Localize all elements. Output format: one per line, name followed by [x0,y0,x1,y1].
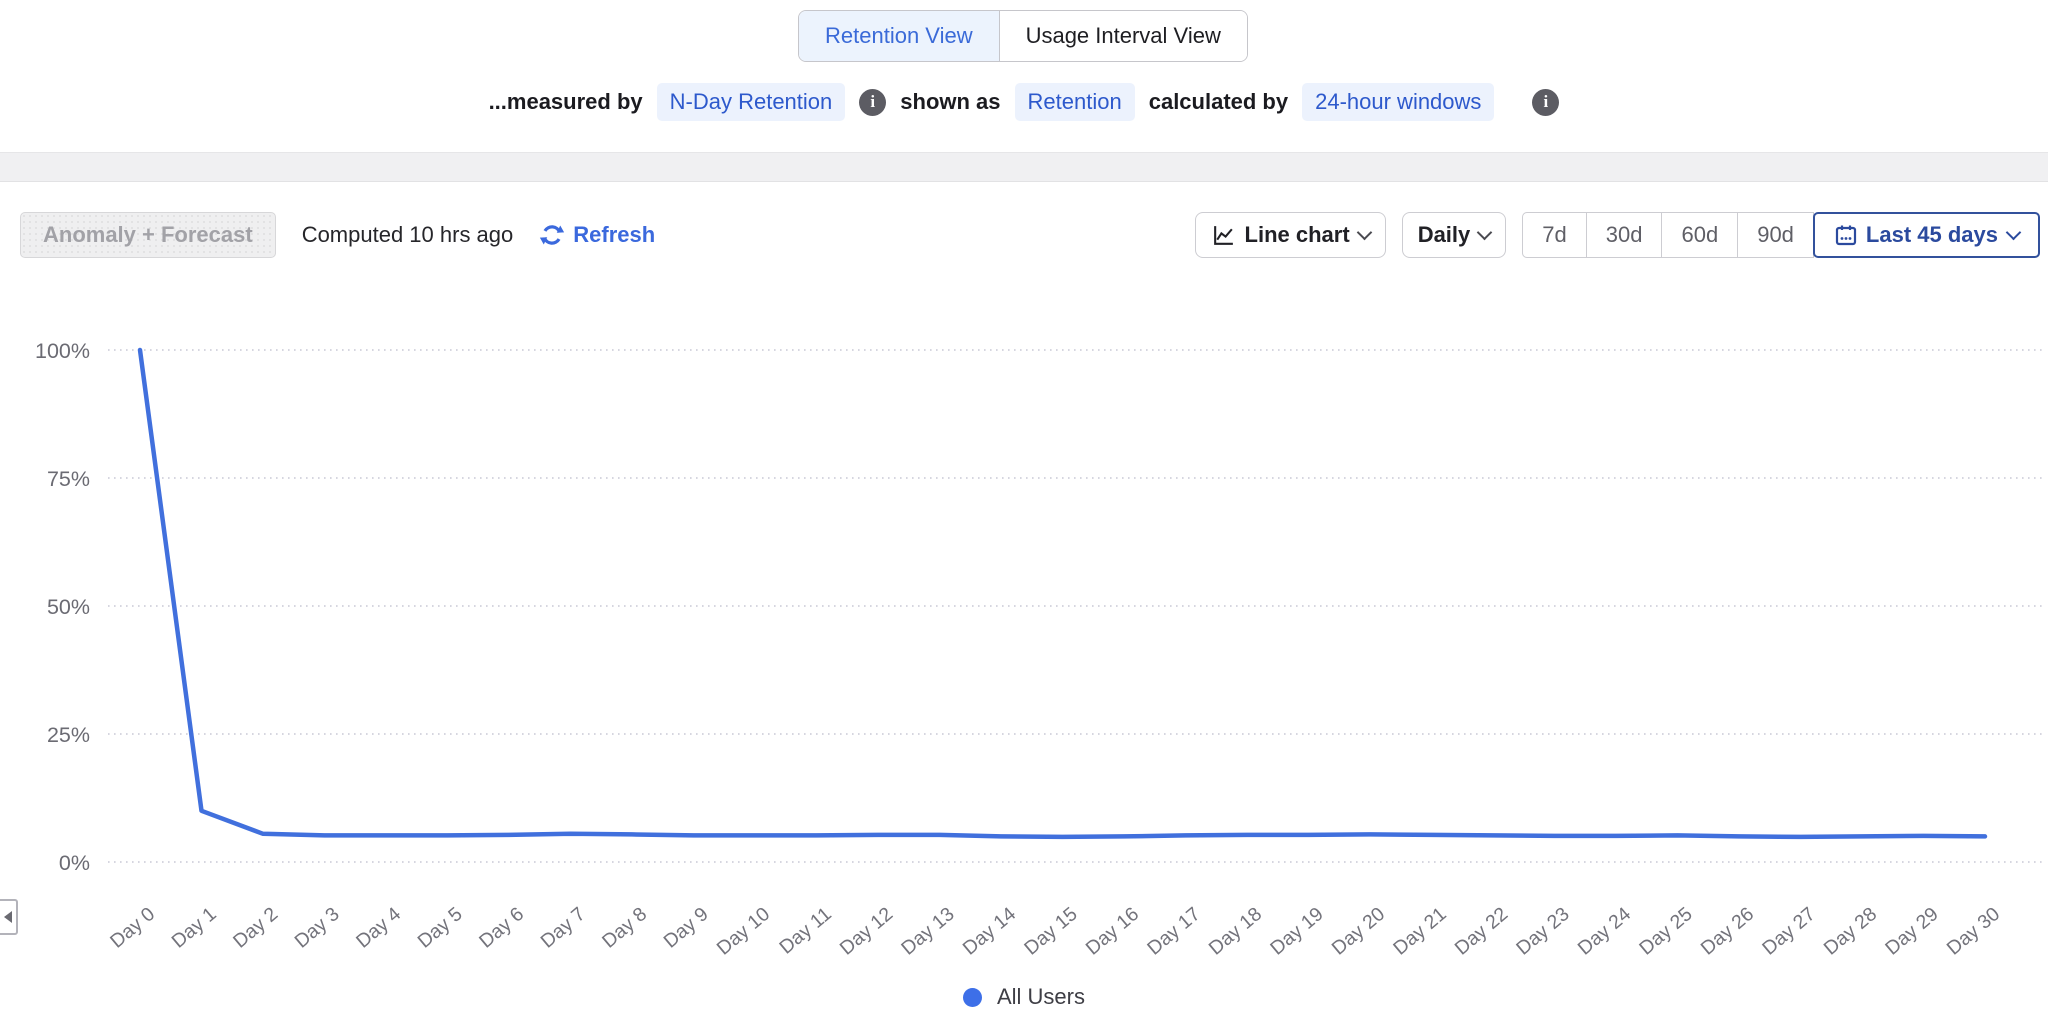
legend-series-label[interactable]: All Users [996,984,1085,1009]
date-range-label: Last 45 days [1865,222,1998,247]
x-axis-tick-label: Day 23 [1512,903,1573,960]
refresh-icon [540,225,565,245]
chevron-down-icon [2005,224,2022,240]
chevron-down-icon [1477,224,1493,240]
range-preset-60d[interactable]: 60d [1662,212,1739,258]
x-axis-tick-label: Day 15 [1020,903,1082,960]
refresh-button[interactable]: Refresh [539,222,655,248]
computed-status-text: Computed 10 hrs ago [301,222,514,247]
y-axis-tick-label: 50% [47,595,90,619]
x-axis-tick-label: Day 6 [475,903,528,953]
granularity-label: Daily [1417,222,1471,247]
x-axis-tick-label: Day 27 [1758,903,1819,960]
x-axis-tick-label: Day 30 [1943,903,2005,960]
granularity-dropdown[interactable]: Daily [1401,212,1507,258]
anomaly-forecast-button[interactable]: Anomaly + Forecast [20,212,276,258]
calendar-icon [1835,225,1857,246]
x-axis-tick-label: Day 19 [1266,903,1327,960]
y-axis-tick-label: 25% [47,723,90,747]
arrow-left-icon [4,911,12,923]
x-axis-tick-label: Day 24 [1574,903,1636,960]
metric-definition-row: ...measured by N-Day Retention i shown a… [0,80,2048,124]
x-axis-tick-label: Day 12 [836,903,897,960]
y-axis-tick-label: 75% [47,467,90,491]
y-axis-tick-label: 0% [59,851,90,875]
x-axis-tick-label: Day 25 [1635,903,1697,960]
panel-collapse-button[interactable] [0,899,18,935]
x-axis-tick-label: Day 21 [1389,903,1450,960]
x-axis-tick-label: Day 3 [291,903,344,953]
line-chart-icon [1213,225,1233,245]
chart-toolbar: Anomaly + Forecast Computed 10 hrs ago R… [20,212,2040,258]
x-axis-tick-label: Day 5 [414,903,467,953]
tab-usage-interval-view[interactable]: Usage Interval View [998,11,1247,61]
x-axis-tick-label: Day 16 [1082,903,1143,960]
date-range-picker-button[interactable]: Last 45 days [1812,212,2040,258]
x-axis-tick-label: Day 1 [168,903,221,953]
calculated-by-value-badge[interactable]: 24-hour windows [1302,83,1495,121]
x-axis-tick-label: Day 14 [959,903,1021,960]
x-axis-tick-label: Day 8 [598,903,651,953]
shown-as-value-badge[interactable]: Retention [1014,83,1135,121]
x-axis-tick-label: Day 9 [660,903,713,953]
x-axis-tick-label: Day 4 [352,903,405,953]
tab-retention-view[interactable]: Retention View [799,11,999,61]
chevron-down-icon [1356,224,1372,240]
x-axis-tick-label: Day 17 [1143,903,1204,960]
range-preset-30d[interactable]: 30d [1586,212,1663,258]
calculated-by-label: calculated by [1148,89,1289,114]
x-axis-tick-label: Day 20 [1328,903,1390,960]
x-axis-tick-label: Day 26 [1697,903,1758,960]
legend-dot[interactable] [962,987,982,1007]
retention-chart: 0% 25% 50% 75% 100% Day 0 Day 1 Day 2 Day 3 Day 4… [0,320,2048,980]
view-mode-toggle: Retention View Usage Interval View [798,10,1248,62]
y-axis-tick-label: 100% [35,339,90,363]
date-range-preset-group: 7d 30d 60d 90d Last 45 days [1522,212,2040,258]
x-axis-tick-label: Day 18 [1205,903,1266,960]
x-axis-tick-label: Day 10 [713,903,775,960]
measured-by-label: ...measured by [488,89,643,114]
series-line-all-users[interactable] [137,347,1988,840]
info-icon[interactable]: i [859,88,887,116]
chart-type-dropdown[interactable]: Line chart [1194,212,1386,258]
x-axis-tick-label: Day 0 [106,903,159,953]
shown-as-label: shown as [900,89,1001,114]
x-axis-tick-label: Day 2 [229,903,282,953]
range-preset-90d[interactable]: 90d [1738,212,1814,258]
range-preset-7d[interactable]: 7d [1522,212,1587,258]
section-divider-band [0,152,2048,182]
x-axis-tick-label: Day 28 [1820,903,1881,960]
info-icon[interactable]: i [1532,88,1560,116]
x-axis-tick-label: Day 7 [537,903,590,953]
x-axis-tick-label: Day 13 [897,903,958,960]
measured-by-value-badge[interactable]: N-Day Retention [656,83,846,121]
x-axis-tick-label: Day 11 [775,903,835,959]
refresh-label: Refresh [573,222,656,247]
x-axis-tick-label: Day 29 [1881,903,1942,960]
chart-type-label: Line chart [1244,222,1350,247]
x-axis-tick-label: Day 22 [1451,903,1512,960]
chart-legend: All Users [0,984,2048,1010]
retention-chart-svg: 0% 25% 50% 75% 100% Day 0 Day 1 Day 2 Day 3 Day 4… [35,339,2044,960]
